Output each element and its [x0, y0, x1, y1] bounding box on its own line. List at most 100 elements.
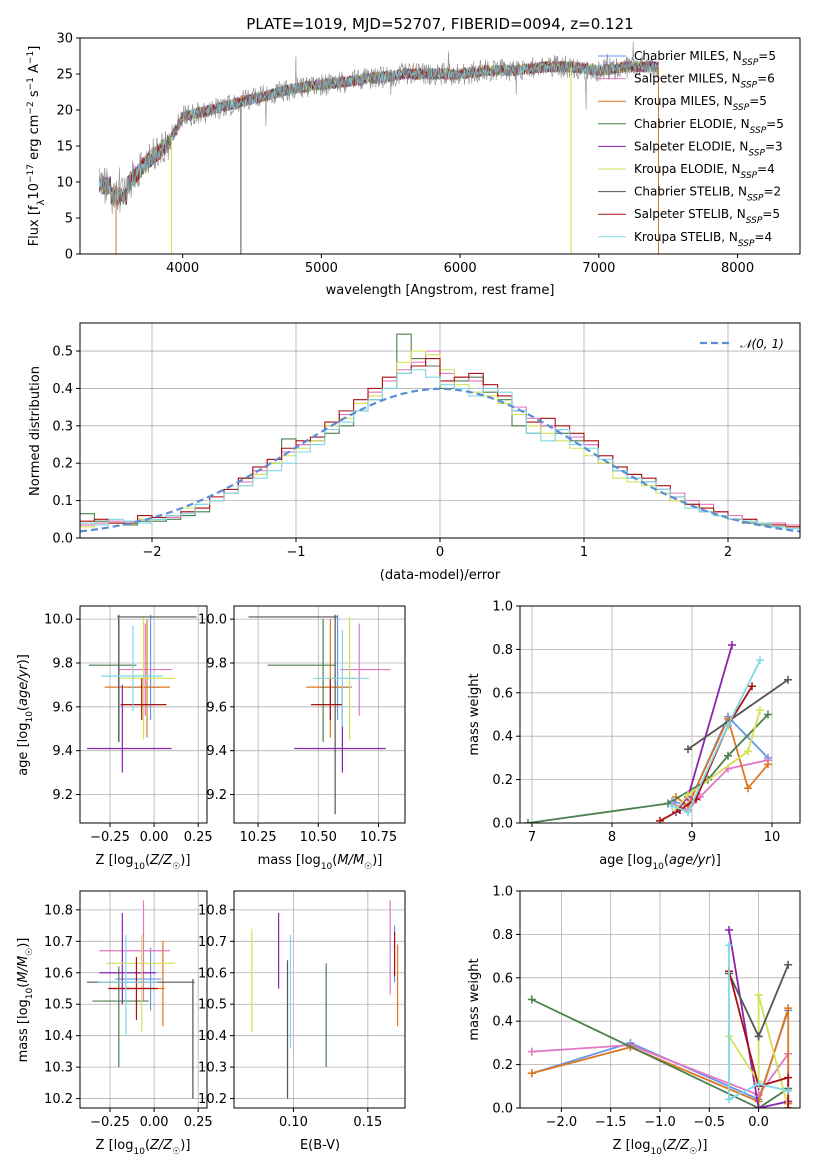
- legend-label-part: Chabrier MILES, N: [634, 49, 742, 63]
- weight-line: [728, 929, 789, 1108]
- weight-marker: [754, 1032, 763, 1041]
- mass-axis-label-part: mass [log: [16, 999, 31, 1062]
- mass-vs-EBV-ytick-label: 10.4: [198, 1029, 227, 1044]
- metallicity-axis-label-part: Z: [96, 1138, 109, 1153]
- mass-axis-label-part: mass: [258, 853, 296, 868]
- age-vs-mass-data: [248, 614, 391, 815]
- mass-vs-Z-ytick-label: 10.7: [44, 935, 73, 950]
- spectrum-ytick-label: 5: [65, 212, 73, 227]
- age-axis-label: age [log10(age/yr)]: [599, 853, 721, 872]
- metallicity-axis-label-part: [log: [109, 853, 134, 868]
- age-vs-Z-frame: [79, 605, 208, 824]
- mass-vs-EBV-ytick-label: 10.3: [198, 1061, 227, 1076]
- residuals-ytick-label: 0.3: [52, 419, 73, 434]
- weight-vs-age-ytick-label: 1.0: [492, 600, 513, 615]
- spectrum-xlabel: wavelength [Angstrom, rest frame]: [326, 283, 555, 298]
- legend-label-part: SSP: [747, 194, 764, 204]
- weight-marker: [724, 751, 732, 760]
- age-vs-Z-ytick-label: 9.4: [52, 744, 73, 759]
- gaussian-reference-curve: [80, 387, 800, 533]
- age-vs-Z-xtick-label: 0.25: [184, 830, 213, 845]
- mass-vs-Z-axes: −0.25 0.00 0.25 10.2 10.3 10.4 10.5 10.6 10.7 10.…: [44, 891, 213, 1130]
- spectrum-ylabel-part: −1: [26, 51, 36, 64]
- weight-vs-Z-ytick-label: 0.2: [492, 1058, 513, 1073]
- weight-marker: [784, 1086, 793, 1095]
- legend-label-part: SSP: [742, 58, 759, 68]
- weight-vs-Z-xtick-label: −1.5: [595, 1115, 627, 1130]
- spectrum-xtick-label: 6000: [444, 261, 477, 276]
- weight-vs-age-ytick-label: 0.0: [492, 817, 513, 832]
- legend-label: Chabrier ELODIE, NSSP=5: [634, 117, 784, 136]
- mass-axis-label-part: )]: [16, 938, 31, 948]
- age-axis-label-part: )]: [711, 853, 721, 868]
- spectrum-xtick-label: 5000: [305, 261, 338, 276]
- weight-marker: [725, 926, 734, 935]
- spectrum-ytick-label: 25: [56, 68, 73, 83]
- legend-label-part: SSP: [738, 239, 755, 249]
- legend-label-part: Kroupa MILES, N: [634, 94, 733, 108]
- weight-vs-age-xtick-label: 9: [688, 830, 696, 845]
- weight-marker: [725, 1095, 734, 1104]
- metallicity-axis-label-part: )]: [180, 853, 190, 868]
- spectrum-xtick-label: 7000: [582, 261, 615, 276]
- ebv-axis-label: E(B-V): [300, 1138, 340, 1153]
- weight-vs-age-data: [524, 641, 792, 823]
- mass-vs-EBV-frame: [233, 890, 406, 1109]
- residuals-data: [80, 333, 800, 533]
- legend-label-part: SSP: [746, 216, 763, 226]
- mass-vs-EBV-axes: 0.10 0.15 10.2 10.3 10.4 10.5 10.6 10.7 10.8: [198, 891, 405, 1130]
- legend-label-part: Chabrier STELIB, N: [634, 185, 747, 199]
- observed-spectrum-line: [99, 41, 659, 214]
- legend-label: Chabrier MILES, NSSP=5: [634, 49, 776, 68]
- legend-label-part: SSP: [741, 81, 758, 91]
- weight-marker: [725, 941, 734, 950]
- metallicity-axis-label-part: 10: [133, 862, 145, 872]
- mass-vs-Z-ytick-label: 10.2: [44, 1092, 73, 1107]
- mass-vs-Z-xtick-label: 0.25: [184, 1115, 213, 1130]
- age-vs-Z-axes: −0.25 0.00 0.25 9.2 9.4 9.6 9.8 10.0: [44, 606, 213, 845]
- age-vs-Z-xtick-label: 0.00: [140, 830, 169, 845]
- spectrum-xtick-label: 8000: [721, 261, 754, 276]
- weight-marker: [684, 808, 692, 817]
- residuals-xtick-label: −1: [286, 545, 305, 560]
- weight-marker: [684, 745, 692, 754]
- residuals-ytick-label: 0.4: [52, 382, 73, 397]
- legend-label-part: Salpeter MILES, N: [634, 72, 741, 86]
- residuals-xtick-label: −2: [142, 545, 161, 560]
- residuals-ytick-label: 0.2: [52, 457, 73, 472]
- legend-label: Salpeter ELODIE, NSSP=3: [634, 139, 783, 158]
- weight-vs-Z-ytick-label: 0.6: [492, 971, 513, 986]
- mass-weight-axis-label: mass weight: [467, 958, 482, 1040]
- metallicity-axis-label-part: ☉: [172, 1147, 180, 1157]
- weight-marker: [756, 656, 764, 665]
- spectrum-data: [99, 41, 659, 254]
- spectrum-ylabel-part: λ: [36, 199, 47, 205]
- legend-label-part: Kroupa ELODIE, N: [634, 162, 741, 176]
- legend-label-part: =5: [762, 207, 780, 221]
- age-axis-label: age [log10(age/yr)]: [16, 654, 35, 776]
- weight-line: [531, 998, 789, 1108]
- metallicity-axis-label-part: (: [145, 853, 150, 868]
- mass-vs-Z-frame: [79, 890, 208, 1109]
- metallicity-axis-label-part: [log: [626, 1138, 651, 1153]
- legend-label-part: =6: [757, 72, 775, 86]
- weight-vs-Z-ytick-label: 0.4: [492, 1015, 513, 1030]
- weight-marker: [744, 784, 752, 793]
- weight-vs-age-ytick-label: 0.8: [492, 643, 513, 658]
- metallicity-axis-label-part: Z/Z: [666, 1138, 690, 1153]
- weight-marker: [784, 675, 792, 684]
- age-axis-label-part: (: [664, 853, 669, 868]
- weight-marker: [527, 1047, 536, 1056]
- legend-label-part: SSP: [741, 171, 758, 181]
- weight-vs-Z-xtick-label: −2.0: [546, 1115, 578, 1130]
- weight-marker: [784, 1004, 793, 1013]
- legend-label-part: SSP: [750, 126, 767, 136]
- mass-axis-label-part: ☉: [25, 948, 35, 956]
- age-axis-label-part: age/yr: [669, 853, 712, 868]
- mass-vs-EBV-ytick-label: 10.6: [198, 966, 227, 981]
- residuals-xtick-label: 2: [724, 545, 732, 560]
- metallicity-axis-label-part: (: [145, 1138, 150, 1153]
- legend-label-part: =4: [757, 162, 775, 176]
- legend-label-part: =3: [765, 139, 783, 153]
